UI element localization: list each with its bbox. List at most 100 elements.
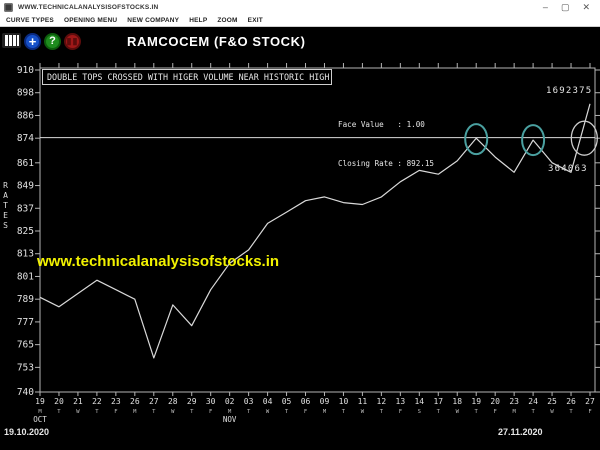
headline-annotation: DOUBLE TOPS CROSSED WITH HIGER VOLUME NE… — [42, 69, 332, 85]
x-axis-day-label: F — [304, 409, 307, 415]
x-axis-day-label: M — [38, 409, 42, 415]
x-axis-day-label: T — [342, 409, 346, 415]
x-axis-day-label: M — [512, 409, 516, 415]
volume-low-label: 364063 — [548, 164, 588, 174]
x-axis-day-label: M — [323, 409, 327, 415]
menu-item-opening-menu[interactable]: OPENING MENU — [63, 16, 118, 24]
y-axis-label: 777 — [17, 317, 34, 328]
x-axis-day-label: T — [285, 409, 289, 415]
menu-item-exit[interactable]: EXIT — [247, 16, 263, 24]
x-axis-label: 12 — [377, 397, 387, 406]
window-titlebar: WWW.TECHNICALANALYSISOFSTOCKS.IN – ▢ ✕ — [0, 0, 600, 14]
x-axis-label: 21 — [73, 397, 83, 406]
x-axis-label: 06 — [301, 397, 311, 406]
face-value-text: Face Value : 1.00 — [338, 120, 425, 129]
x-axis-label: 20 — [54, 397, 64, 406]
x-axis-label: 03 — [244, 397, 254, 406]
help-icon[interactable]: ? — [44, 32, 61, 50]
plot-frame — [39, 67, 596, 393]
x-axis-day-label: F — [114, 409, 117, 415]
minimize-button[interactable]: – — [542, 2, 548, 12]
x-axis-label: 28 — [168, 397, 178, 406]
x-axis-label: 20 — [490, 397, 500, 406]
x-axis-label: 26 — [566, 397, 576, 406]
website-watermark: www.technicalanalysisofstocks.in — [37, 253, 280, 270]
x-axis-day-label: F — [588, 409, 591, 415]
month-label: OCT — [33, 415, 47, 424]
x-axis-label: 05 — [282, 397, 292, 406]
x-axis-label: 30 — [206, 397, 216, 406]
fundamentals-annotation: Face Value : 1.00 Closing Rate : 892.15 — [338, 92, 434, 183]
x-axis-day-label: T — [437, 409, 441, 415]
x-axis-day-label: M — [133, 409, 137, 415]
x-axis-day-label: T — [57, 409, 61, 415]
x-axis-day-label: T — [247, 409, 251, 415]
y-axis-label: 740 — [17, 387, 34, 398]
y-axis-label: 837 — [17, 203, 34, 214]
y-axis-label: 861 — [17, 158, 34, 169]
menu-item-zoom[interactable]: ZOOM — [217, 16, 238, 24]
menu-item-help[interactable]: HELP — [189, 16, 208, 24]
window-title: WWW.TECHNICALANALYSISOFSTOCKS.IN — [18, 3, 159, 11]
x-axis-day-label: T — [380, 409, 384, 415]
chart-start-date: 19.10.2020 — [4, 427, 50, 437]
price-line — [39, 103, 591, 359]
x-axis-day-label: M — [228, 409, 232, 415]
x-axis-day-label: W — [550, 409, 554, 415]
x-axis-day-label: F — [494, 409, 497, 415]
x-axis-label: 24 — [528, 397, 538, 406]
x-axis-day-label: T — [531, 409, 535, 415]
x-axis-day-label: T — [152, 409, 156, 415]
x-axis-label: 02 — [225, 397, 235, 406]
x-axis-day-label: S — [418, 409, 421, 415]
add-icon[interactable]: + — [24, 32, 41, 50]
x-axis-label: 10 — [339, 397, 349, 406]
x-axis-label: 27 — [585, 397, 595, 406]
x-axis-label: 22 — [92, 397, 102, 406]
maximize-button[interactable]: ▢ — [560, 2, 570, 12]
x-axis-label: 25 — [547, 397, 557, 406]
x-axis-day-label: T — [475, 409, 479, 415]
y-axis-label: 898 — [17, 88, 34, 99]
y-axis-title: RATES — [1, 181, 10, 231]
x-axis-day-label: W — [361, 409, 365, 415]
x-axis-day-label: W — [456, 409, 460, 415]
x-axis-day-label: T — [569, 409, 573, 415]
y-axis-label: 753 — [17, 362, 34, 373]
stop-icon[interactable]: ▮▮ — [64, 32, 81, 50]
x-axis-label: 19 — [471, 397, 481, 406]
x-axis-day-label: F — [399, 409, 402, 415]
menu-item-new-company[interactable]: NEW COMPANY — [127, 16, 180, 24]
y-axis-label: 910 — [17, 65, 34, 76]
x-axis-label: 19 — [35, 397, 45, 406]
closing-rate-text: Closing Rate : 892.15 — [338, 159, 435, 168]
x-axis-day-label: T — [190, 409, 194, 415]
stock-title: RAMCOCEM (F&O STOCK) — [127, 33, 306, 49]
x-axis-label: 14 — [414, 397, 424, 406]
x-axis-label: 09 — [320, 397, 330, 406]
y-axis-label: 825 — [17, 226, 34, 237]
x-axis-day-label: W — [266, 409, 270, 415]
y-axis-label: 789 — [17, 294, 34, 305]
toolbar: + ? ▮▮ RAMCOCEM (F&O STOCK) — [0, 28, 600, 54]
menu-item-curve-types[interactable]: CURVE TYPES — [6, 16, 54, 24]
x-axis-label: 26 — [130, 397, 140, 406]
x-axis-label: 17 — [433, 397, 443, 406]
menu-bar: CURVE TYPES OPENING MENU NEW COMPANY HEL… — [0, 14, 600, 27]
x-axis-label: 23 — [509, 397, 519, 406]
y-axis-label: 849 — [17, 181, 34, 192]
x-axis-label: 23 — [111, 397, 121, 406]
chart-book-icon[interactable] — [2, 32, 21, 48]
x-axis-day-label: F — [209, 409, 212, 415]
x-axis-label: 27 — [149, 397, 159, 406]
x-axis-label: 04 — [263, 397, 273, 406]
x-axis-label: 29 — [187, 397, 197, 406]
close-button[interactable]: ✕ — [582, 2, 590, 12]
x-axis-label: 13 — [396, 397, 406, 406]
x-axis-label: 18 — [452, 397, 462, 406]
x-axis-label: 11 — [358, 397, 368, 406]
y-axis-label: 874 — [17, 133, 34, 144]
double-top-circle-2 — [521, 124, 546, 157]
x-axis-day-label: W — [171, 409, 175, 415]
